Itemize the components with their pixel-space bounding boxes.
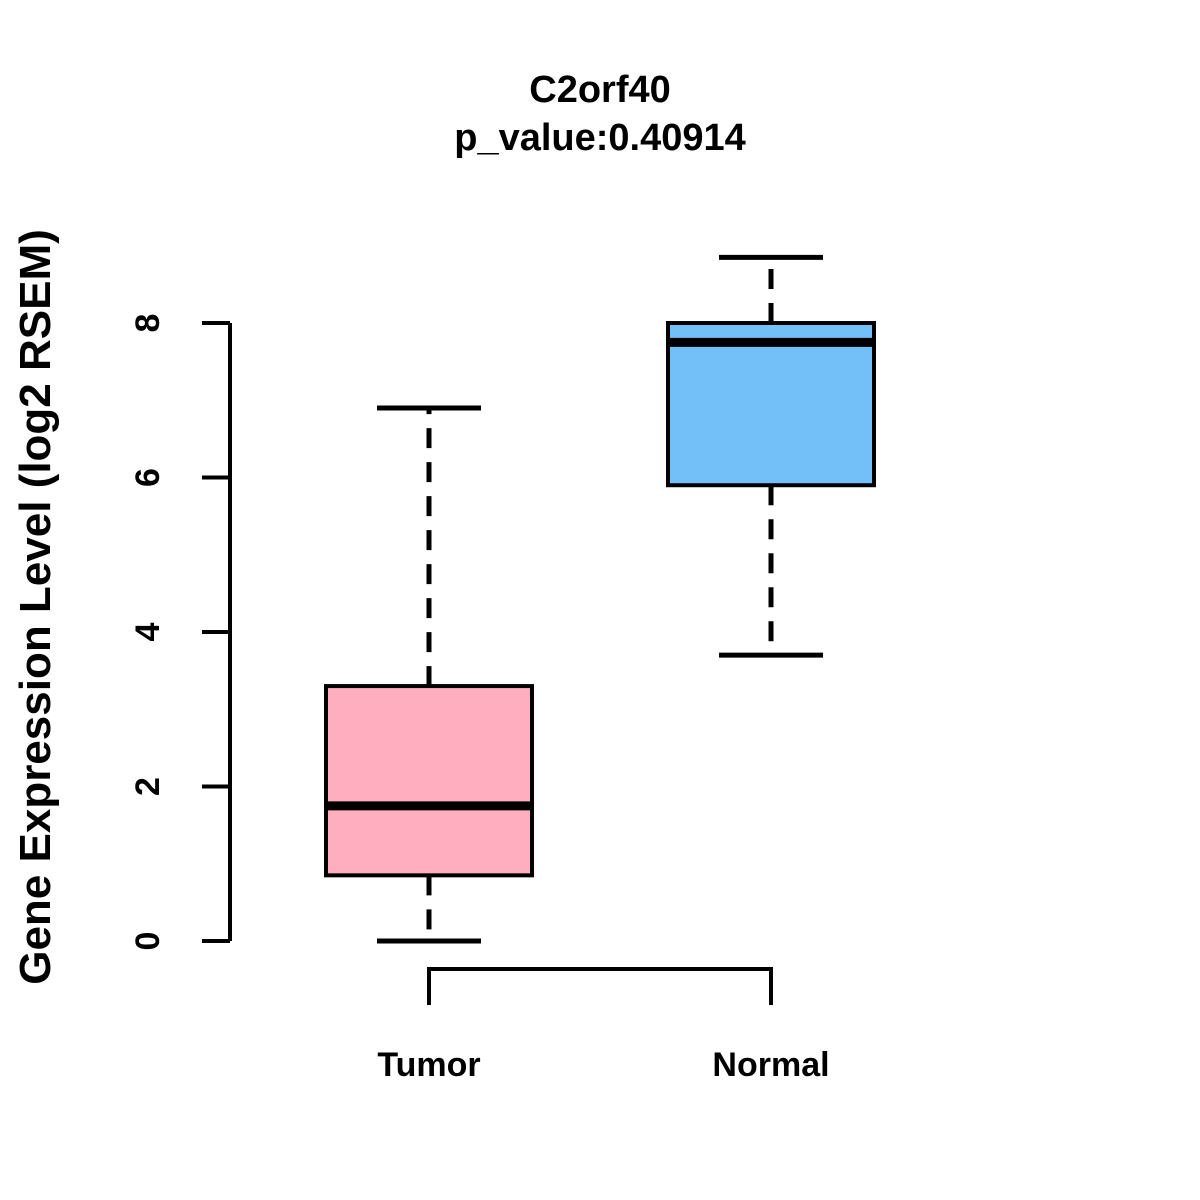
y-axis-tick-label: 8: [129, 314, 167, 333]
x-label-tumor: Tumor: [377, 1046, 481, 1084]
iqr-box-normal: [666, 321, 876, 488]
y-axis-tick-label: 6: [129, 468, 167, 487]
chart-title-block: C2orf40 p_value:0.40914: [0, 66, 1200, 162]
x-axis-bracket: [427, 967, 773, 1005]
chart-title: C2orf40: [529, 69, 671, 111]
y-axis-tick-label: 0: [129, 932, 167, 951]
x-label-normal: Normal: [712, 1046, 830, 1084]
chart-subtitle-pvalue: p_value:0.40914: [454, 117, 746, 159]
y-axis-tick-label: 2: [129, 777, 167, 796]
iqr-box-tumor: [324, 684, 534, 878]
y-axis-tick-label: 4: [129, 622, 167, 641]
